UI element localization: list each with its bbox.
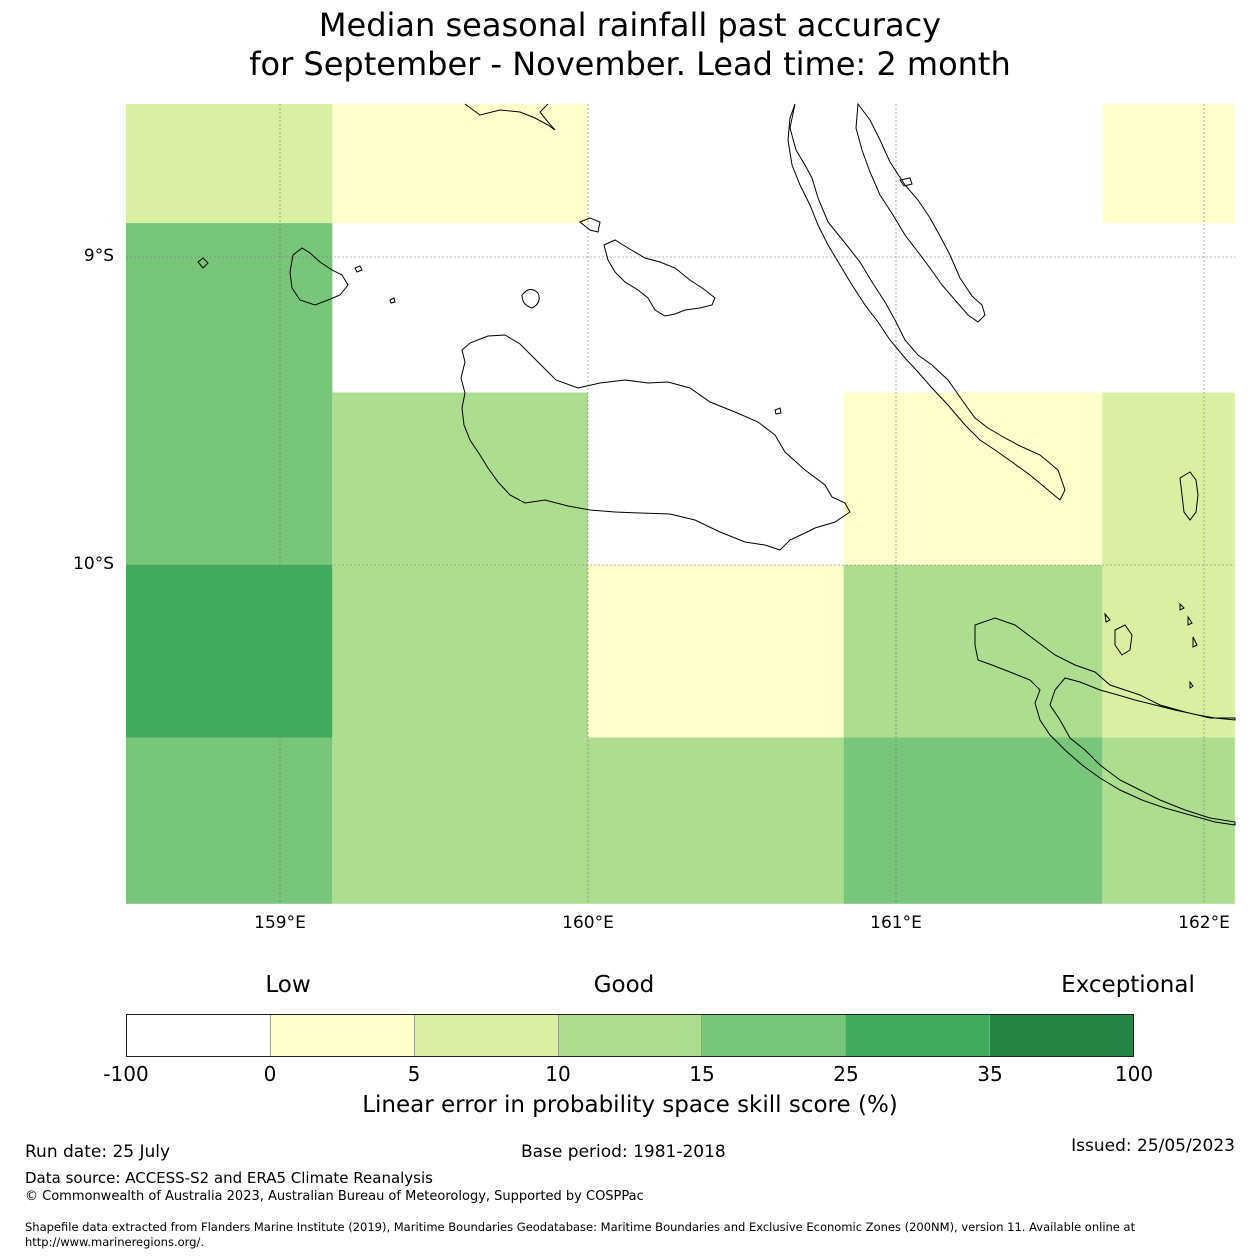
colorbar-tick: -100 <box>103 1062 149 1086</box>
colorbar-segment <box>414 1015 559 1056</box>
map-title-line-1: Median seasonal rainfall past accuracy <box>318 6 942 44</box>
coastline-malaita-north <box>855 102 986 323</box>
grid-cell-12 <box>126 737 333 904</box>
coastline-guadalcanal <box>460 334 851 551</box>
colorbar-segment <box>990 1015 1134 1056</box>
colorbar-segment <box>127 1015 271 1056</box>
map-title-line-2: for September - November. Lead time: 2 m… <box>249 45 1011 83</box>
colorbar-tick: 5 <box>407 1062 421 1086</box>
coastline-makira-islet-3 <box>1187 615 1193 626</box>
coastline-florida-islands <box>603 239 716 317</box>
colorbar-tick: 10 <box>545 1062 571 1086</box>
x-tick-160e: 160°E <box>562 913 614 933</box>
colorbar <box>126 1014 1134 1057</box>
copyright: © Commonwealth of Australia 2023, Austra… <box>25 1189 644 1204</box>
colorbar-tick: 15 <box>689 1062 715 1086</box>
colorbar-label: Linear error in probability space skill … <box>362 1092 898 1118</box>
grid-cell-4 <box>332 392 588 565</box>
coastline-makira-islet-2 <box>1179 602 1185 611</box>
grid-cell-7 <box>126 565 333 738</box>
coastline-small-islet-3 <box>774 407 782 415</box>
issued-date: Issued: 25/05/2023 <box>1071 1136 1235 1156</box>
coastline-north-islets <box>464 103 556 131</box>
colorbar-tick: 25 <box>833 1062 859 1086</box>
colorbar-tick: 100 <box>1114 1062 1154 1086</box>
forecast-map <box>126 102 1236 904</box>
coastline-west-islet <box>197 257 209 269</box>
shapefile-credit-line-1: Shapefile data extracted from Flanders M… <box>25 1220 1136 1234</box>
coastline-ulawa <box>1179 471 1199 521</box>
run-date: Run date: 25 July <box>25 1142 171 1162</box>
grid-cell-2 <box>1102 104 1235 224</box>
coastline-nggela-islet <box>579 217 601 233</box>
grid-cell-3 <box>126 223 333 565</box>
coastline-makira-islet-1 <box>1104 612 1111 623</box>
legend-category-low: Low <box>265 972 311 998</box>
coastline-savo <box>521 289 540 309</box>
base-period: Base period: 1981-2018 <box>521 1142 726 1162</box>
grid-cell-1 <box>332 104 588 224</box>
shapefile-credit-line-2: http://www.marineregions.org/. <box>25 1235 204 1249</box>
colorbar-segment <box>270 1015 415 1056</box>
coastlines <box>197 102 1236 826</box>
grid-cell-13 <box>332 737 588 904</box>
coastline-malaita <box>787 103 1066 501</box>
coastline-small-islet-1 <box>354 265 363 273</box>
colorbar-segment <box>558 1015 703 1056</box>
y-tick-9s: 9°S <box>83 246 114 266</box>
x-tick-162e: 162°E <box>1178 913 1230 933</box>
data-source: Data source: ACCESS-S2 and ERA5 Climate … <box>25 1169 433 1187</box>
coastline-ugi <box>1114 624 1133 656</box>
grid-cell-0 <box>126 104 333 224</box>
grid-cell-5 <box>843 392 1103 565</box>
grid-cell-8 <box>332 565 588 738</box>
grid-cell-10 <box>843 565 1103 738</box>
coastline-small-islet-4 <box>899 177 913 187</box>
colorbar-segment <box>702 1015 847 1056</box>
coastline-russell-islands <box>289 247 349 306</box>
legend-category-good: Good <box>593 972 655 998</box>
map-gridlines <box>126 104 1235 904</box>
legend-category-exceptional: Exceptional <box>1061 972 1195 998</box>
y-tick-10s: 10°S <box>73 554 114 574</box>
skill-grid-cells <box>126 104 1235 904</box>
grid-cell-9 <box>588 565 844 738</box>
grid-cell-14 <box>588 737 844 904</box>
coastline-small-islet-2 <box>389 297 396 304</box>
colorbar-segment <box>846 1015 991 1056</box>
grid-cell-11 <box>1102 565 1235 738</box>
x-tick-161e: 161°E <box>870 913 922 933</box>
colorbar-tick: 35 <box>977 1062 1003 1086</box>
grid-cell-6 <box>1102 392 1235 565</box>
grid-cell-16 <box>1102 737 1235 904</box>
coastline-makira-islet-5 <box>1189 680 1194 689</box>
coastline-makira-islet-4 <box>1192 636 1198 648</box>
colorbar-tick: 0 <box>263 1062 277 1086</box>
x-tick-159e: 159°E <box>254 913 306 933</box>
coastline-makira <box>974 617 1236 826</box>
grid-cell-15 <box>843 737 1103 904</box>
